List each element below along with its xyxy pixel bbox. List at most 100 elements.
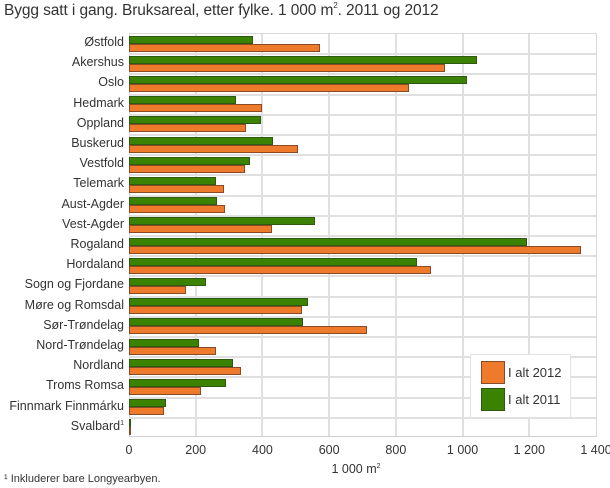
footnote: ¹ Inkluderer bare Longyearbyen. [4,473,161,485]
bar-2011[interactable] [129,156,251,165]
legend-label-2012: I alt 2012 [508,365,562,380]
bar-2011[interactable] [129,237,528,246]
bar-2011[interactable] [129,338,200,347]
x-tick-label: 0 [125,443,133,457]
bar-2012[interactable] [129,104,263,113]
category-label: Svalbard1 [70,418,124,433]
bar-2011[interactable] [129,197,218,206]
category-label: Akershus [71,55,124,70]
bar-2012[interactable] [129,326,367,335]
chart-title-text: Bygg satt i gang. Bruksareal, etter fylk… [4,2,334,19]
category-label: Hordaland [66,257,124,272]
bar-2012[interactable] [129,43,321,52]
horizontal-gridline [129,416,596,419]
x-axis-label: 1 000 m2 [331,462,380,476]
x-axis-label-superscript: 2 [376,463,381,470]
bar-2011[interactable] [129,277,207,286]
bar-2011[interactable] [129,75,468,84]
category-label: Aust-Agder [61,196,124,211]
bar-2011[interactable] [129,176,216,185]
category-label: Vest-Agder [62,216,124,231]
category-label: Troms Romsa [45,378,124,393]
bar-2011[interactable] [129,358,234,367]
bar-2011[interactable] [129,257,417,266]
legend-swatch-2012 [481,361,505,384]
bar-2012[interactable] [129,63,445,72]
category-label: Hedmark [73,95,124,110]
horizontal-gridline [129,134,596,136]
bar-2011[interactable] [129,419,131,428]
bar-2012[interactable] [129,245,581,254]
horizontal-gridline [129,255,596,258]
bar-2012[interactable] [129,407,165,416]
x-tick-label: 200 [185,443,207,457]
horizontal-gridline [129,275,596,278]
bar-2011[interactable] [129,35,254,44]
horizontal-gridline [129,174,596,177]
bar-2012[interactable] [129,306,303,315]
legend: I alt 2012 I alt 2011 [470,354,571,418]
bar-2012[interactable] [129,427,131,436]
bar-2011[interactable] [129,116,262,125]
chart-title: Bygg satt i gang. Bruksareal, etter fylk… [4,1,439,20]
bar-2012[interactable] [129,346,217,355]
legend-swatch-2011 [481,388,505,411]
horizontal-gridline [129,295,596,298]
bar-2011[interactable] [129,318,304,327]
horizontal-gridline [129,396,596,399]
bar-2012[interactable] [129,124,247,133]
bar-2012[interactable] [129,184,225,193]
bar-2012[interactable] [129,265,431,274]
category-label: Møre og Romsdal [24,297,124,312]
bar-2012[interactable] [129,205,226,214]
category-label: Buskerud [71,136,124,150]
category-label: Vestfold [79,156,124,171]
bar-2012[interactable] [129,164,246,173]
horizontal-gridline [129,214,596,217]
x-axis-label-text: 1 000 m [331,462,377,476]
horizontal-gridline [129,235,596,237]
category-label: Nordland [73,358,124,373]
x-tick-label: 1 000 [446,443,479,457]
x-tick-label: 800 [385,443,407,457]
x-tick-label: 1 400 [580,443,610,457]
bar-2011[interactable] [129,136,274,145]
bar-2012[interactable] [129,83,409,92]
category-label: Oslo [98,75,124,90]
horizontal-gridline [129,336,596,338]
bar-2012[interactable] [129,285,187,294]
horizontal-gridline [129,194,596,197]
horizontal-gridline [129,53,596,56]
horizontal-gridline [129,73,596,76]
category-label: Rogaland [70,237,124,251]
bar-2011[interactable] [129,399,167,408]
bar-2011[interactable] [129,378,227,387]
category-label: Telemark [73,176,124,191]
x-tick-label: 400 [251,443,273,457]
category-label: Oppland [76,115,124,130]
plot-area [129,33,597,437]
chart-title-superscript: 2 [333,1,338,10]
bar-2012[interactable] [129,386,201,395]
bar-2011[interactable] [129,298,309,307]
category-label: Sør-Trøndelag [43,317,124,332]
x-tick-label: 1 200 [513,443,545,457]
chart-title-tail: . 2011 og 2012 [337,2,439,19]
bar-2011[interactable] [129,217,316,226]
horizontal-gridline [129,376,596,379]
category-label: Sogn og Fjordane [24,277,124,292]
x-tick-label: 600 [318,443,340,457]
horizontal-gridline [129,315,596,318]
bar-2011[interactable] [129,96,237,105]
horizontal-gridline [129,154,596,157]
bar-2012[interactable] [129,366,242,375]
horizontal-gridline [129,93,596,96]
bar-2012[interactable] [129,144,299,153]
horizontal-gridline [129,113,596,116]
horizontal-gridline [129,356,596,359]
category-label: Finnmark Finnmárku [9,398,124,413]
category-label: Nord-Trøndelag [36,338,124,352]
bar-2012[interactable] [129,225,272,234]
bar-2011[interactable] [129,55,477,64]
category-label: Østfold [84,35,124,49]
